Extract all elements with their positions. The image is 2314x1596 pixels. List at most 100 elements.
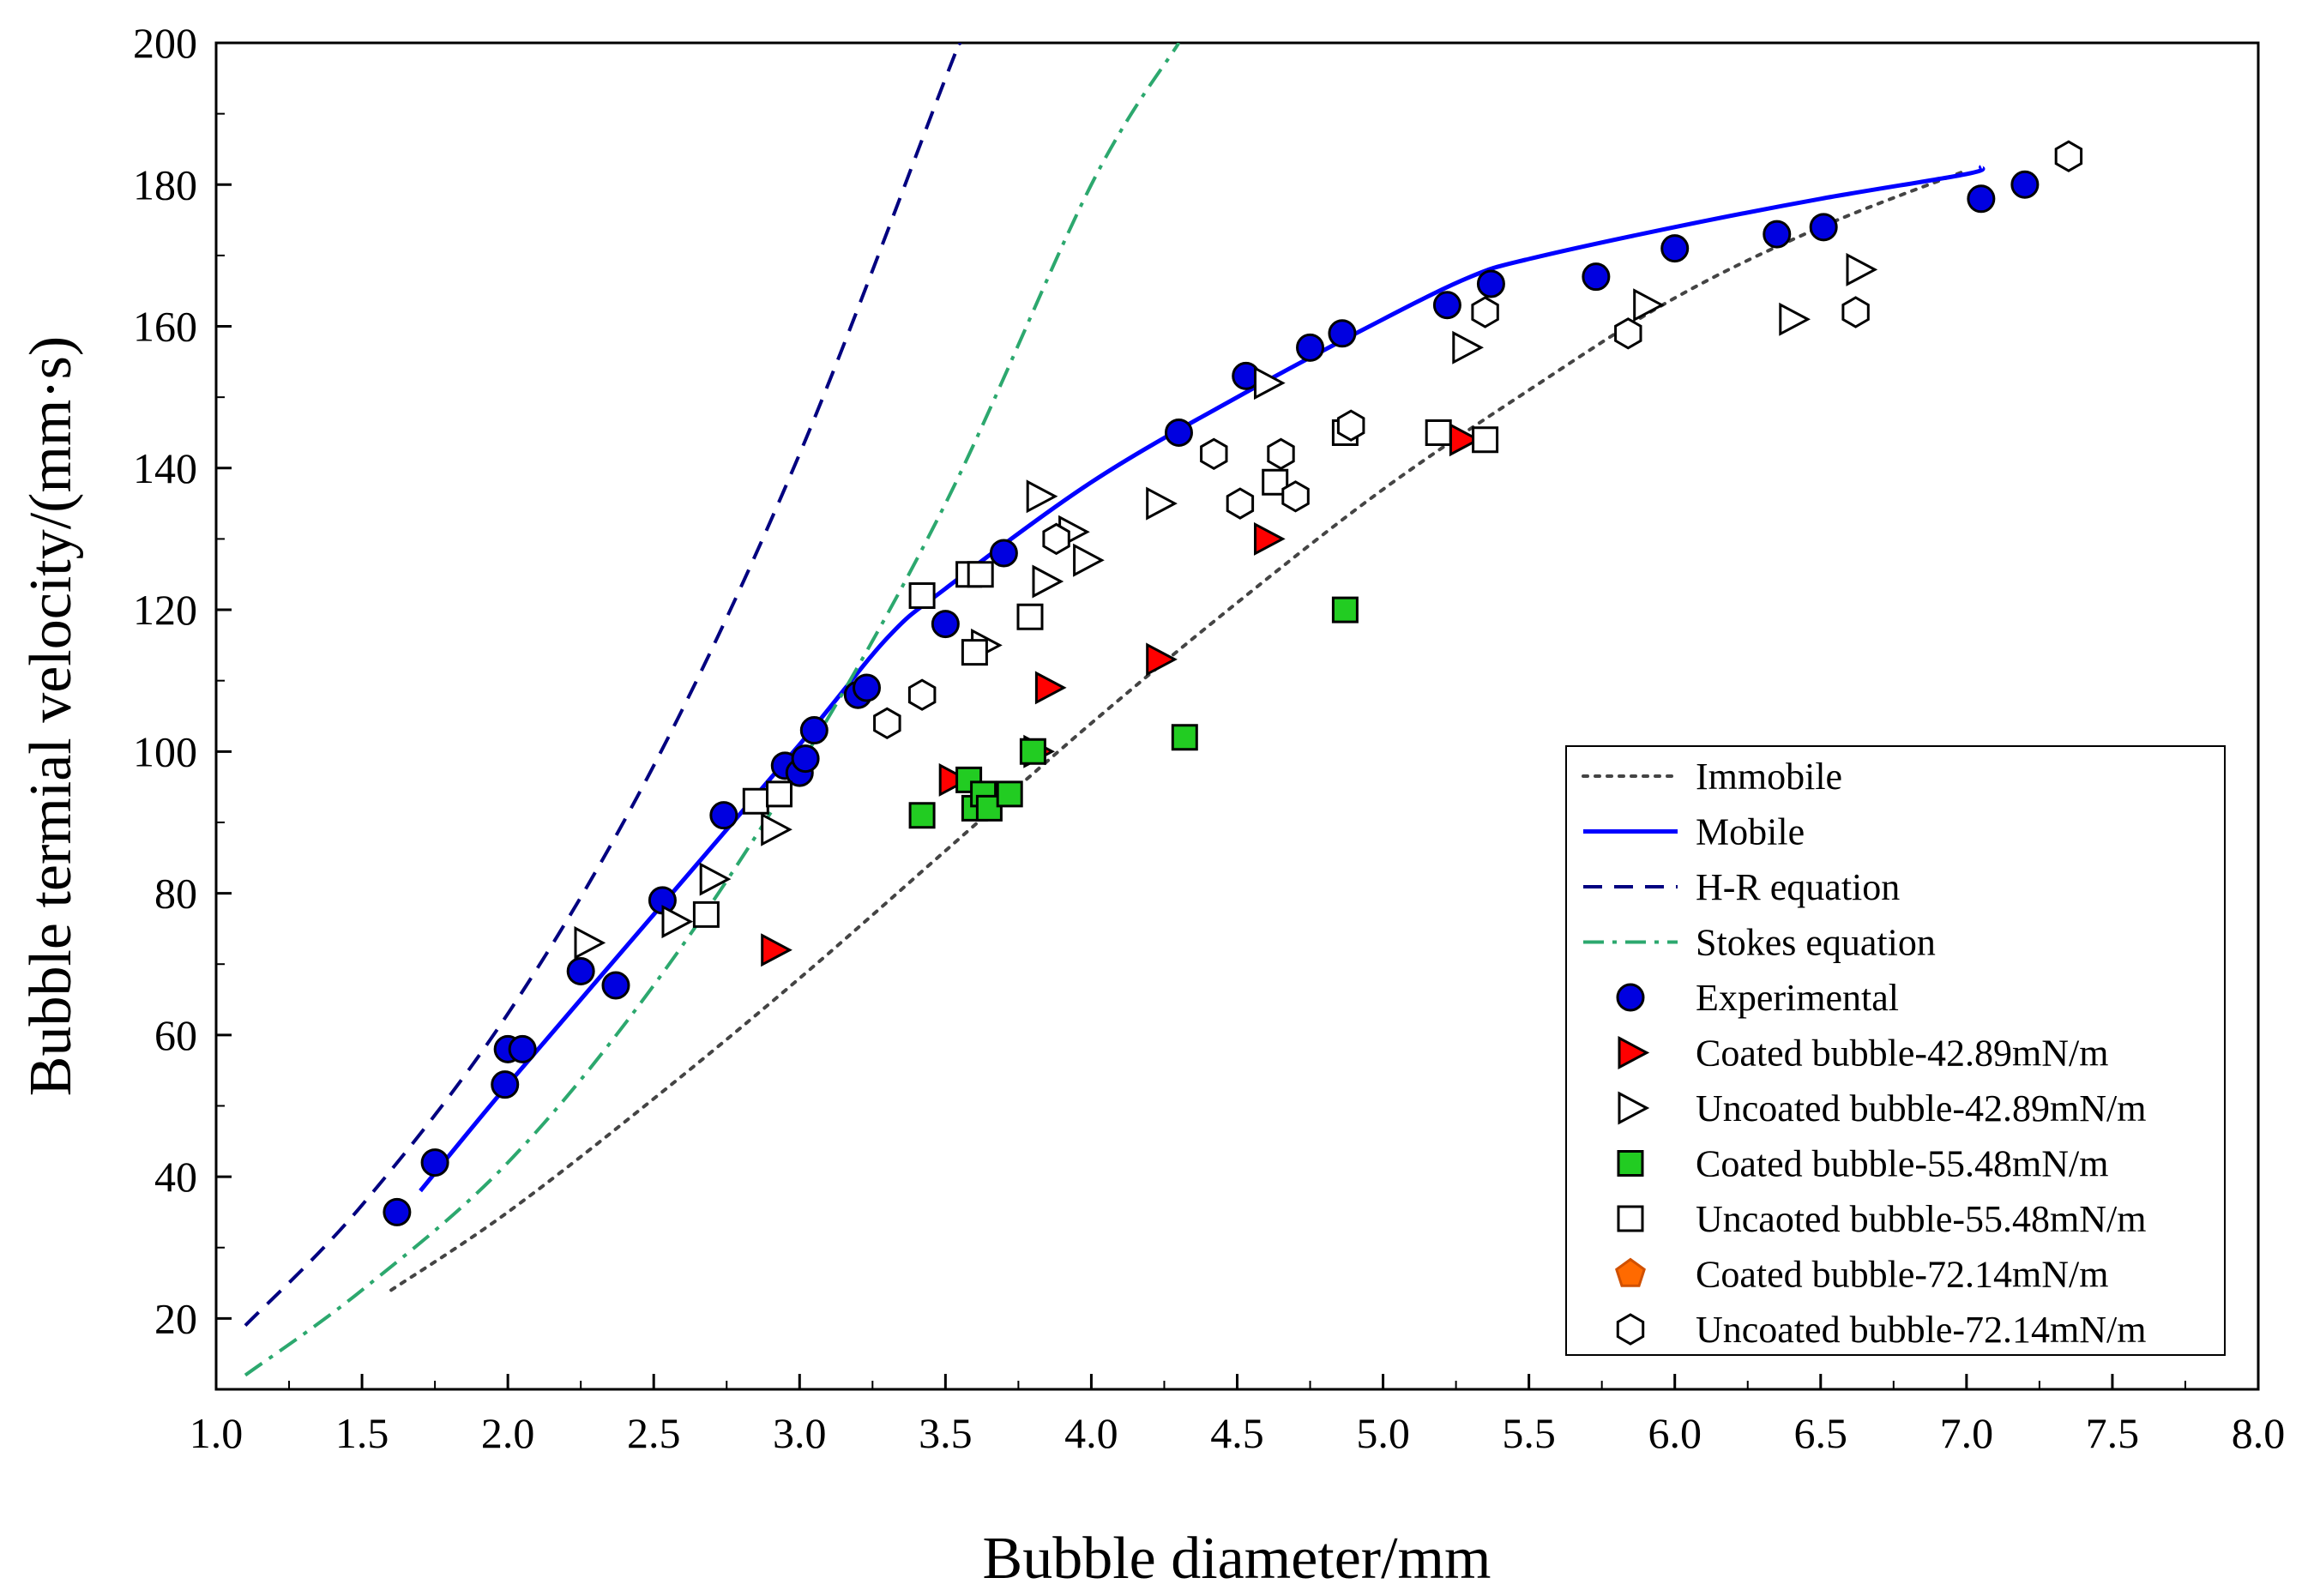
point-uncoated-bubble-72-14mn-m xyxy=(1267,437,1295,471)
line-stokes-equation xyxy=(244,43,1181,1377)
point-uncaoted-bubble-55-48mn-m xyxy=(1472,426,1499,454)
point-uncoated-bubble-72-14mn-m xyxy=(1042,522,1070,556)
legend-label: Coated bubble-72.14mN/m xyxy=(1696,1254,2109,1296)
point-uncoated-bubble-72-14mn-m xyxy=(907,678,937,711)
legend-marker xyxy=(1617,1150,1644,1177)
point-experimental xyxy=(508,1034,537,1063)
x-tick-label: 5.0 xyxy=(1356,1409,1410,1457)
y-tick-label: 140 xyxy=(133,444,197,492)
x-tick-label: 6.5 xyxy=(1794,1409,1848,1457)
legend-label: Immobile xyxy=(1696,756,1842,798)
legend-marker xyxy=(1618,1091,1650,1125)
point-uncoated-bubble-72-14mn-m xyxy=(1200,437,1228,471)
point-uncoated-bubble-42-89mn-m xyxy=(1633,288,1665,322)
point-coated-bubble-42-89mn-m xyxy=(1146,642,1178,677)
point-experimental xyxy=(1476,269,1505,298)
x-tick-label: 2.5 xyxy=(627,1409,681,1457)
point-coated-bubble-55-48mn-m xyxy=(1019,738,1046,765)
legend-label: Uncaoted bubble-55.48mN/m xyxy=(1696,1198,2146,1240)
y-axis-title: Bubble termial velocity/(mm·s) xyxy=(18,336,84,1096)
point-uncoated-bubble-72-14mn-m xyxy=(1281,480,1310,513)
y-tick-label: 60 xyxy=(154,1011,197,1059)
x-tick-label: 8.0 xyxy=(2232,1409,2286,1457)
legend-marker xyxy=(1616,1313,1645,1346)
legend-label: Coated bubble-42.89mN/m xyxy=(1696,1033,2109,1075)
legend-marker xyxy=(1618,1036,1650,1069)
point-uncaoted-bubble-55-48mn-m xyxy=(961,639,988,666)
point-experimental xyxy=(853,673,882,702)
point-experimental xyxy=(2010,170,2040,199)
point-coated-bubble-55-48mn-m xyxy=(1171,724,1198,751)
point-uncaoted-bubble-55-48mn-m xyxy=(1425,419,1452,446)
point-experimental xyxy=(1763,220,1792,249)
point-uncoated-bubble-42-89mn-m xyxy=(1779,302,1811,336)
x-tick-label: 6.0 xyxy=(1648,1409,1702,1457)
y-tick-label: 80 xyxy=(154,870,197,918)
x-tick-label: 3.0 xyxy=(773,1409,827,1457)
point-experimental xyxy=(566,956,595,985)
point-uncoated-bubble-72-14mn-m xyxy=(873,707,901,740)
point-coated-bubble-42-89mn-m xyxy=(938,762,971,797)
point-uncaoted-bubble-55-48mn-m xyxy=(1016,603,1044,630)
point-uncoated-bubble-72-14mn-m xyxy=(1336,409,1365,442)
legend-label: Mobile xyxy=(1696,811,1805,853)
point-experimental xyxy=(383,1197,412,1226)
legend-label: Coated bubble-55.48mN/m xyxy=(1696,1143,2109,1185)
point-uncaoted-bubble-55-48mn-m xyxy=(908,582,936,609)
point-uncoated-bubble-42-89mn-m xyxy=(1846,252,1878,286)
point-uncoated-bubble-42-89mn-m xyxy=(699,862,732,896)
y-tick-label: 200 xyxy=(133,19,197,67)
point-uncaoted-bubble-55-48mn-m xyxy=(766,780,792,808)
legend-label: Uncoated bubble-72.14mN/m xyxy=(1696,1309,2146,1351)
x-tick-label: 7.5 xyxy=(2086,1409,2140,1457)
point-uncoated-bubble-42-89mn-m xyxy=(661,905,694,939)
point-uncoated-bubble-72-14mn-m xyxy=(1614,317,1642,350)
point-uncaoted-bubble-55-48mn-m xyxy=(692,900,720,928)
point-experimental xyxy=(1328,319,1357,348)
legend-box xyxy=(1565,745,2226,1356)
point-experimental xyxy=(1432,291,1461,320)
point-uncoated-bubble-42-89mn-m xyxy=(1026,479,1058,514)
y-tick-label: 160 xyxy=(133,303,197,351)
point-experimental xyxy=(1164,418,1193,447)
point-experimental xyxy=(1296,333,1325,362)
line-h-r-equation xyxy=(244,43,962,1327)
legend: Immobile Mobile H-R equation Stokes equatio… xyxy=(1565,745,2226,1356)
legend-label: H-R equation xyxy=(1696,866,1900,908)
point-experimental xyxy=(601,971,630,1000)
x-tick-label: 1.5 xyxy=(335,1409,389,1457)
y-axis: 20 40 60 80 100 120 140 160 180 200 xyxy=(133,19,232,1342)
point-coated-bubble-42-89mn-m xyxy=(761,933,792,967)
x-tick-label: 4.5 xyxy=(1210,1409,1264,1457)
y-tick-label: 120 xyxy=(133,586,197,634)
point-experimental xyxy=(1809,213,1838,242)
point-experimental xyxy=(420,1148,449,1177)
legend-label: Stokes equation xyxy=(1696,922,1936,964)
point-uncoated-bubble-42-89mn-m xyxy=(1073,543,1105,577)
y-tick-label: 20 xyxy=(154,1294,197,1342)
legend-label: Experimental xyxy=(1696,977,1899,1019)
legend-label: Uncoated bubble-42.89mN/m xyxy=(1696,1087,2146,1129)
point-uncoated-bubble-72-14mn-m xyxy=(1226,487,1255,520)
point-experimental xyxy=(791,744,820,774)
x-tick-label: 3.5 xyxy=(919,1409,973,1457)
point-uncoated-bubble-42-89mn-m xyxy=(574,925,606,960)
y-tick-label: 100 xyxy=(133,727,197,775)
point-coated-bubble-55-48mn-m xyxy=(996,780,1023,808)
y-tick-label: 180 xyxy=(133,160,197,208)
point-experimental xyxy=(1967,184,1996,214)
point-coated-bubble-42-89mn-m xyxy=(1254,521,1286,556)
legend-marker xyxy=(1617,1205,1644,1232)
point-uncoated-bubble-42-89mn-m xyxy=(1146,486,1178,521)
legend-marker xyxy=(1616,983,1645,1012)
x-tick-label: 7.0 xyxy=(1940,1409,1994,1457)
x-axis-title: Bubble diameter/mm xyxy=(983,1526,1491,1592)
point-uncoated-bubble-42-89mn-m xyxy=(761,812,792,846)
point-experimental xyxy=(799,716,829,745)
point-coated-bubble-55-48mn-m xyxy=(1331,596,1359,623)
point-uncoated-bubble-42-89mn-m xyxy=(1452,330,1484,364)
legend-marker xyxy=(1615,1257,1646,1287)
x-tick-label: 4.0 xyxy=(1064,1409,1118,1457)
y-tick-label: 40 xyxy=(154,1153,197,1201)
